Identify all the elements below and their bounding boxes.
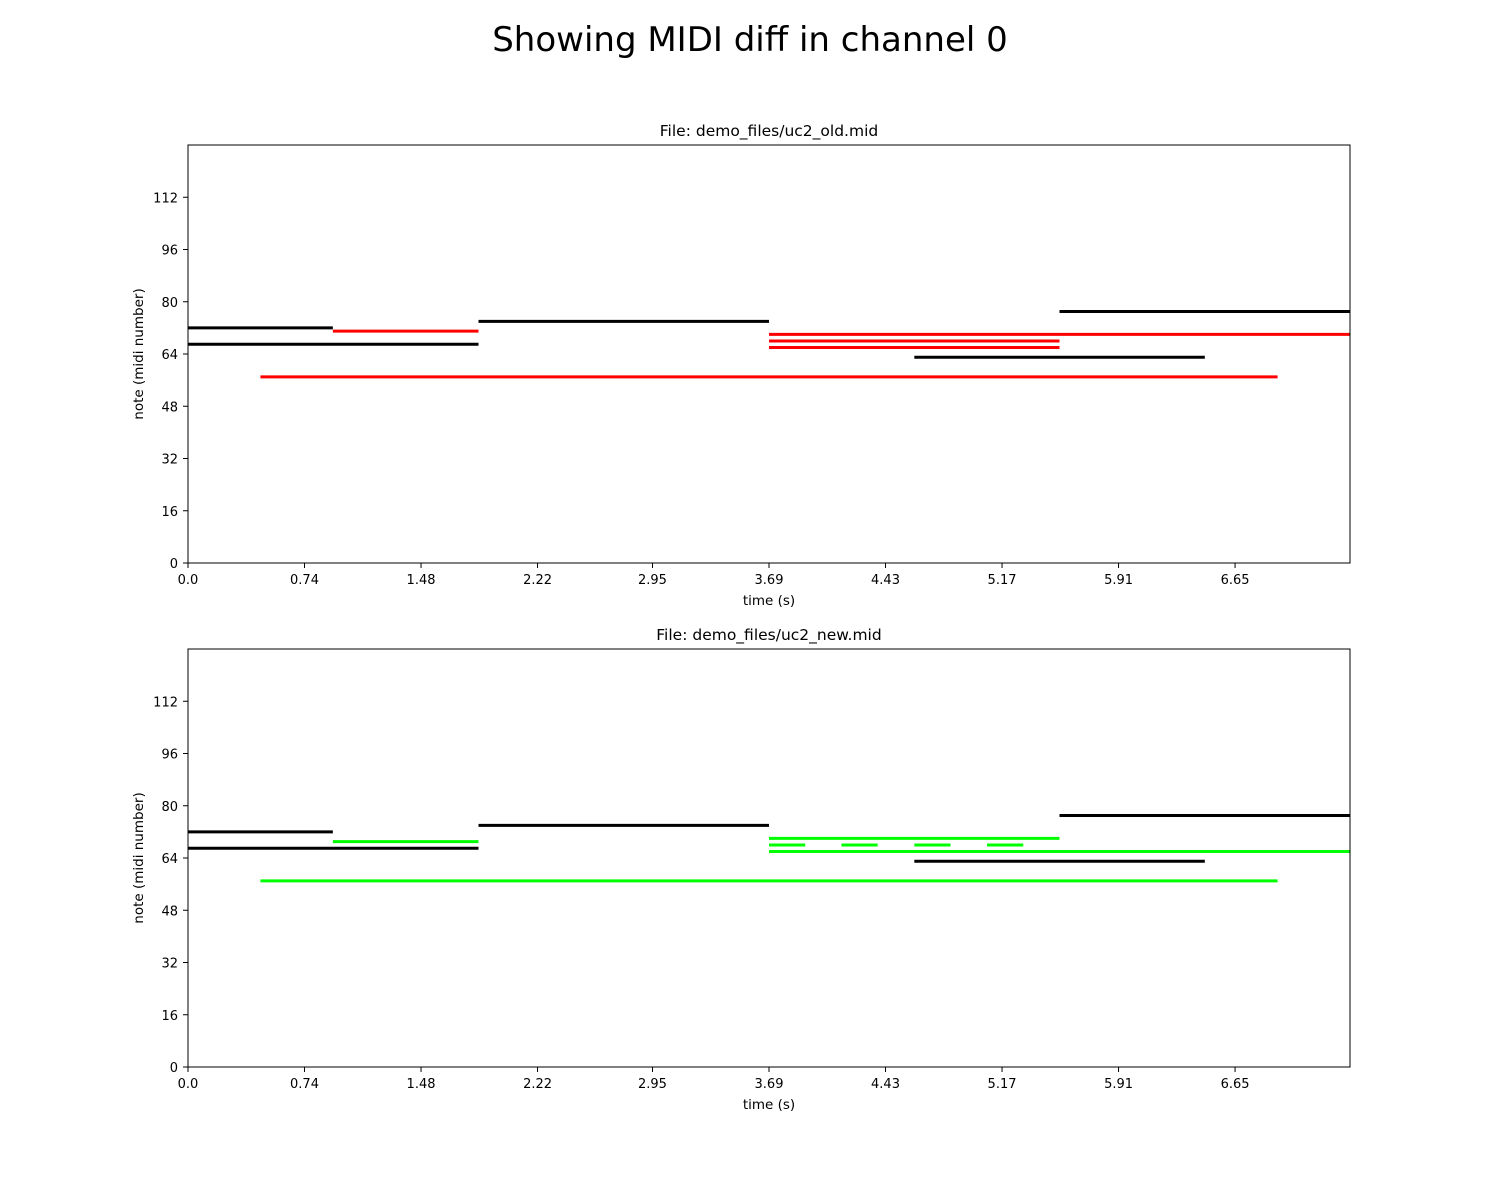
y-tick-label: 32 xyxy=(161,453,178,468)
x-tick-label: 3.69 xyxy=(755,573,784,588)
y-tick-label: 16 xyxy=(161,505,178,520)
x-tick-label: 1.48 xyxy=(407,573,436,588)
x-tick-label: 4.43 xyxy=(871,573,900,588)
x-tick-label: 1.48 xyxy=(407,1077,436,1092)
axes-title: File: demo_files/uc2_old.mid xyxy=(660,122,878,141)
new-file-axes: File: demo_files/uc2_new.mid 0.0 0.74 1.48 2… xyxy=(131,626,1351,1113)
x-tick-label: 6.65 xyxy=(1221,1077,1250,1092)
y-tick-label: 48 xyxy=(161,904,178,919)
y-tick-label: 32 xyxy=(161,957,178,972)
y-tick-label: 16 xyxy=(161,1009,178,1024)
x-axis-label: time (s) xyxy=(743,593,795,609)
x-tick-label: 5.91 xyxy=(1104,1077,1133,1092)
axes-title: File: demo_files/uc2_new.mid xyxy=(656,626,881,645)
y-tick-label: 80 xyxy=(161,296,178,311)
figure-suptitle: Showing MIDI diff in channel 0 xyxy=(492,20,1008,60)
y-tick-label: 80 xyxy=(161,800,178,815)
x-tick-label: 2.95 xyxy=(638,1077,667,1092)
y-tick-label: 112 xyxy=(153,695,178,710)
x-tick-label: 2.95 xyxy=(638,573,667,588)
x-tick-label: 2.22 xyxy=(523,573,552,588)
x-tick-label: 5.17 xyxy=(988,1077,1017,1092)
y-tick-label: 96 xyxy=(161,244,178,259)
x-tick-label: 6.65 xyxy=(1221,573,1250,588)
y-tick-label: 112 xyxy=(153,191,178,206)
x-tick-label: 0.0 xyxy=(178,573,199,588)
x-axis-label: time (s) xyxy=(743,1097,795,1113)
y-tick-label: 0 xyxy=(170,1061,178,1076)
old-file-axes: File: demo_files/uc2_old.mid 0.0 0.74 1.48 2… xyxy=(131,122,1351,609)
x-tick-label: 2.22 xyxy=(523,1077,552,1092)
y-tick-label: 64 xyxy=(161,852,178,867)
y-tick-label: 96 xyxy=(161,748,178,763)
x-tick-label: 4.43 xyxy=(871,1077,900,1092)
x-tick-label: 3.69 xyxy=(755,1077,784,1092)
y-axis-label: note (midi number) xyxy=(131,792,147,923)
y-tick-label: 64 xyxy=(161,348,178,363)
y-axis-label: note (midi number) xyxy=(131,288,147,419)
y-tick-label: 48 xyxy=(161,400,178,415)
y-tick-label: 0 xyxy=(170,557,178,572)
x-tick-label: 0.74 xyxy=(290,573,319,588)
x-tick-label: 0.74 xyxy=(290,1077,319,1092)
x-tick-label: 5.91 xyxy=(1104,573,1133,588)
x-tick-label: 5.17 xyxy=(988,573,1017,588)
x-tick-label: 0.0 xyxy=(178,1077,199,1092)
